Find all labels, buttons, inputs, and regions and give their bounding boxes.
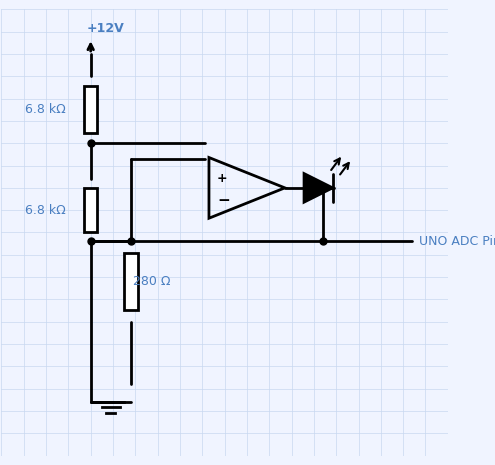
Text: UNO ADC Pin: UNO ADC Pin [419,235,495,248]
Text: −: − [217,193,230,208]
Text: +: + [217,172,228,185]
Text: 280 Ω: 280 Ω [133,275,171,288]
Bar [84,86,98,133]
Text: 6.8 kΩ: 6.8 kΩ [25,204,66,217]
Bar [124,253,138,310]
Bar [84,188,98,232]
Text: +12V: +12V [86,22,124,35]
Polygon shape [304,173,333,202]
Text: 6.8 kΩ: 6.8 kΩ [25,103,66,116]
